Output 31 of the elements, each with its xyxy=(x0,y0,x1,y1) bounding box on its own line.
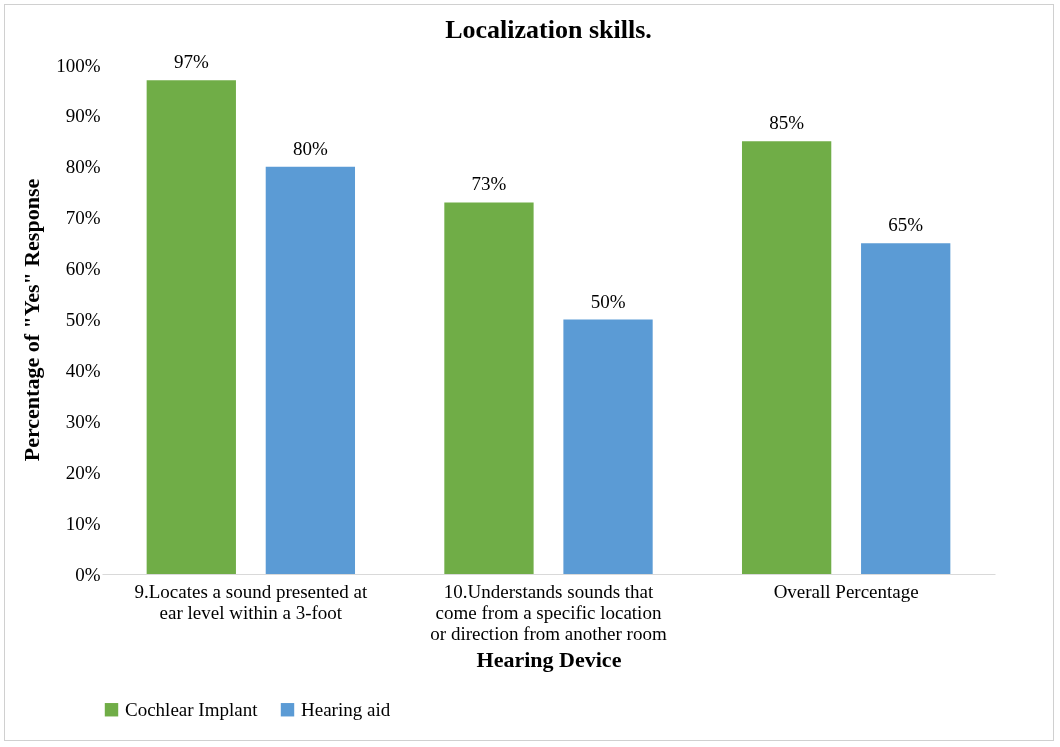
y-tick-label: 80% xyxy=(65,156,101,178)
y-tick-label: 50% xyxy=(65,309,101,330)
legend-label: Cochlear Implant xyxy=(125,698,259,720)
chart-title: Localization skills. xyxy=(445,15,652,45)
bar xyxy=(146,80,236,574)
data-label: 85% xyxy=(769,112,805,134)
data-label: 73% xyxy=(471,173,507,195)
y-tick-label: 30% xyxy=(65,410,101,432)
y-tick-label: 60% xyxy=(65,258,101,280)
data-label: 80% xyxy=(292,137,328,159)
legend-label: Hearing aid xyxy=(301,698,391,720)
y-tick-label: 10% xyxy=(65,512,101,534)
y-tick-label: 70% xyxy=(65,207,101,229)
bar xyxy=(741,141,832,574)
y-tick-label: 90% xyxy=(65,105,101,127)
y-tick-label: 40% xyxy=(65,359,101,381)
bar xyxy=(861,243,951,574)
data-label: 97% xyxy=(173,51,209,73)
data-label: 65% xyxy=(888,214,924,236)
x-axis-title: Hearing Device xyxy=(476,646,622,672)
bar xyxy=(563,319,653,574)
y-tick-label: 20% xyxy=(65,461,101,483)
data-label: 50% xyxy=(590,290,626,312)
x-tick-label: 9.Locates a sound presented at ear level within a 3-foot xyxy=(134,580,368,623)
y-tick-label: 0% xyxy=(75,563,101,585)
y-axis-title: Percentage of "Yes" Response xyxy=(19,178,45,462)
bar xyxy=(444,202,534,574)
bar xyxy=(265,166,356,574)
x-tick-label: Overall Percentage xyxy=(773,580,919,602)
x-tick-label: 10.Understands sounds that come from a specific location or direction from another room xyxy=(430,580,667,644)
y-tick-label: 100% xyxy=(56,54,101,76)
